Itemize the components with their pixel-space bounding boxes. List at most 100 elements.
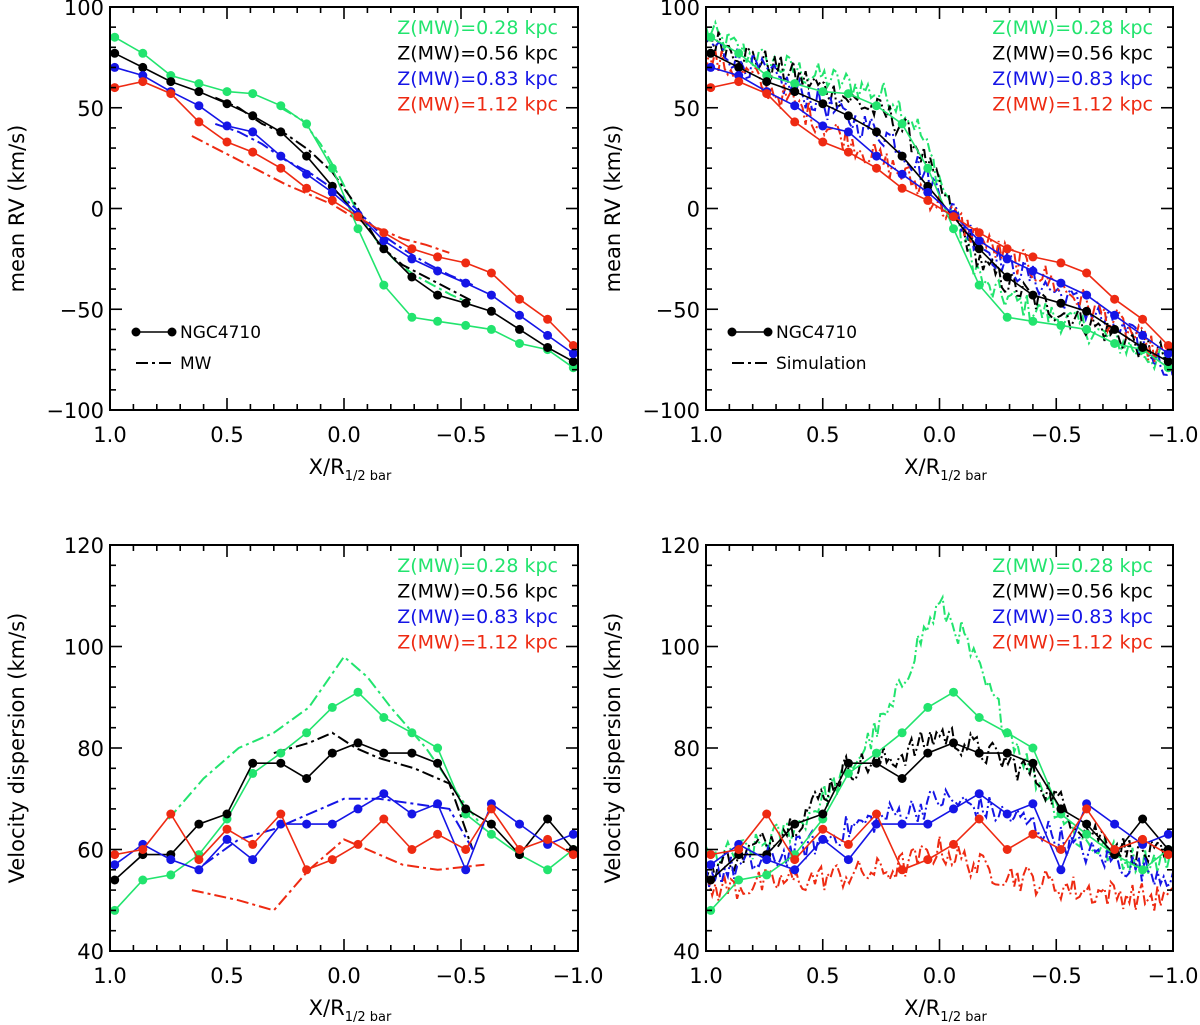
data-point [568,341,578,350]
legend-bottom-left: NGC4710 Simulation [727,323,867,374]
y-tick-label: 100 [64,0,104,20]
data-point [974,228,984,238]
y-tick-label: 80 [77,737,104,761]
plot-area [706,19,1173,380]
data-point [897,728,907,738]
y-tick-label: 40 [673,940,700,964]
data-point [461,258,471,268]
data-point [248,758,258,768]
legend-top-right: Z(MW)=0.28 kpc Z(MW)=0.56 kpc Z(MW)=0.83 k… [992,17,1153,116]
data-point [194,117,204,127]
series-line-ngc4710-z-mw-0-28-kpc [710,36,1169,369]
data-point [843,127,853,137]
data-point [276,758,286,768]
data-point [790,87,800,97]
series-line-mw-z-mw-1-12-kpc [191,135,450,254]
y-tick-label: −50 [60,298,104,322]
data-point [872,748,881,758]
series-line-ngc4710-z-mw-1-12-kpc [710,80,1169,347]
data-point [461,804,471,814]
x-tick-label: 0.5 [210,423,243,447]
data-point [461,278,471,288]
data-point [1002,272,1012,282]
data-point [1138,834,1148,844]
data-point [897,865,907,875]
legend-label: Simulation [776,354,867,374]
data-point [379,280,389,290]
data-point [110,875,120,885]
legend-label: Z(MW)=0.83 kpc [397,606,558,628]
panel-bottom-right: 1.0 0.5 0.0 −0.5 −1.0 40 60 80 100 120 X/R1/2 bar V… [601,534,1199,1025]
data-point [1163,349,1173,359]
data-point [1056,865,1066,875]
data-point [1163,357,1173,367]
data-point [138,875,148,885]
y-tick-label: 120 [64,534,104,558]
data-point [1163,829,1173,839]
data-point [897,169,907,179]
data-point [843,839,853,849]
legend-label: MW [180,354,212,374]
data-point [706,32,716,42]
data-point [974,713,984,722]
data-point [1110,339,1120,348]
series-line-ngc4710-z-mw-0-56-kpc [710,742,1169,881]
data-point [1056,320,1066,330]
data-point [1163,850,1173,860]
legend-bottom-left: NGC4710 MW [131,323,261,374]
data-point [433,799,443,809]
data-point [1002,809,1012,819]
data-point [974,748,984,758]
data-point [1082,829,1092,839]
series-line-simulation-z-mw-1-12-kpc [706,836,1173,911]
data-point [1138,314,1148,324]
data-point [843,147,853,157]
data-point [1082,306,1092,316]
data-point [194,101,204,111]
data-point [974,789,984,799]
data-point [1056,258,1066,268]
data-point [166,89,176,99]
y-tick-label: 0 [687,198,700,222]
plot-area [110,32,578,373]
data-point [379,748,389,758]
legend-dot [131,327,141,337]
data-point [379,789,389,799]
panel-top-left: 1.0 0.5 0.0 −0.5 −1.0 −100 −50 0 50 100 X/R1/2 bar… [5,0,604,484]
data-point [949,804,958,814]
series-line-mw-z-mw-0-28-kpc [280,106,471,305]
data-point [872,163,881,173]
x-axis-label-subscript: 1/2 bar [940,1010,987,1025]
data-point [872,151,881,161]
data-point [1138,865,1148,875]
data-point [949,687,958,697]
data-point [166,870,176,880]
data-point [515,310,524,320]
legend-label: Z(MW)=0.56 kpc [992,43,1153,65]
y-tick-label: 100 [660,0,700,20]
data-point [276,819,286,829]
data-point [1110,845,1120,854]
data-point [872,101,881,111]
legend-top-right: Z(MW)=0.28 kpc Z(MW)=0.56 kpc Z(MW)=0.83 k… [397,17,558,116]
data-point [110,850,120,860]
data-point [433,316,443,326]
y-axis-label: Velocity dispersion (km/s) [601,613,625,884]
data-point [1002,748,1012,758]
data-point [138,48,148,58]
data-point [543,330,553,340]
plot-area [706,594,1173,915]
legend-dot [763,327,773,337]
data-point [1082,804,1092,814]
data-point [248,127,258,137]
data-point [407,748,417,758]
data-point [1082,819,1092,829]
data-point [790,117,800,127]
legend-label: Z(MW)=0.28 kpc [397,555,558,577]
data-point [734,77,744,87]
data-point [790,855,800,865]
series-line-ngc4710-z-mw-0-28-kpc [710,691,1169,911]
x-tick-label: 0.0 [923,423,956,447]
data-point [461,865,471,875]
data-point [1082,290,1092,300]
